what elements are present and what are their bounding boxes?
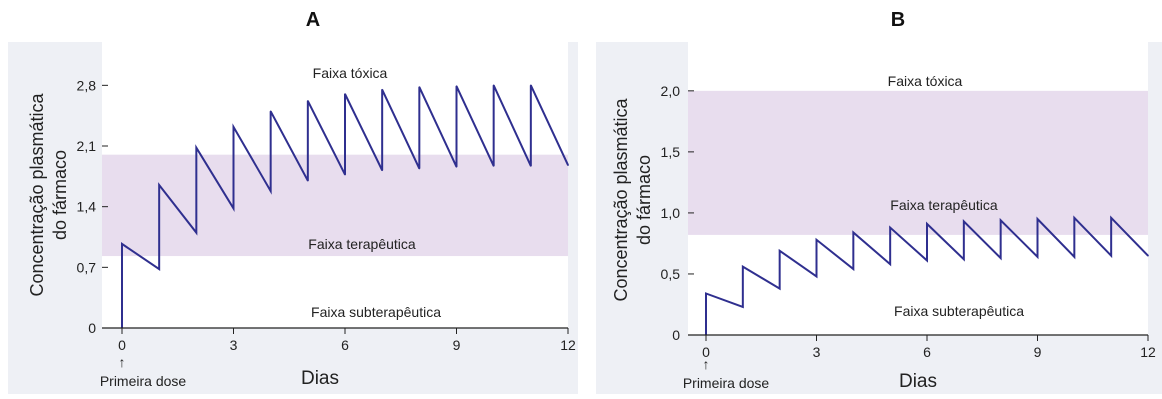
panel-b-subtherapeutic-label: Faixa subterapêutica: [894, 303, 1024, 319]
y-tick-label: 0: [88, 320, 96, 336]
trough-point: [455, 166, 458, 168]
trough-point: [889, 263, 891, 265]
peak-point: [778, 249, 781, 252]
trough-point: [1110, 254, 1112, 257]
trough-point: [1036, 256, 1039, 258]
trough-point: [232, 207, 235, 210]
peak-point: [232, 126, 235, 128]
trough-point: [926, 259, 928, 262]
trough-point: [269, 190, 272, 192]
panel-a-y-axis-label-line2: do fármaco: [50, 150, 70, 240]
peak-point: [195, 146, 198, 149]
y-tick-label: 2,0: [661, 83, 681, 99]
y-tick-label: 0: [672, 327, 680, 343]
panel-a-first-dose-arrow: ↑: [119, 354, 126, 370]
y-tick-label: 0,5: [661, 266, 681, 282]
peak-point: [963, 220, 965, 223]
peak-point: [269, 110, 272, 113]
peak-point: [158, 184, 160, 186]
peak-point: [121, 243, 123, 245]
panel-b-x-axis-label: Dias: [899, 371, 937, 392]
peak-point: [742, 265, 744, 268]
trough-point: [418, 167, 421, 170]
trough-point: [344, 173, 346, 176]
peak-point: [926, 223, 928, 225]
peak-point: [381, 88, 383, 91]
x-tick-label: 0: [702, 344, 710, 360]
panel-a-y-axis-label-line1: Concentração plasmática: [27, 92, 47, 296]
panel-a: A Faixa tóxica Faixa terapêutica Faixa s…: [8, 9, 578, 394]
y-tick-label: 1,0: [661, 205, 681, 221]
trough-point: [492, 165, 495, 167]
panel-a-subtherapeutic-label: Faixa subterapêutica: [311, 304, 441, 320]
panel-b-toxic-label: Faixa tóxica: [888, 73, 963, 89]
panel-b-therapeutic-band: [688, 90, 1148, 235]
trough-point: [381, 169, 383, 172]
trough-point: [307, 179, 309, 182]
x-tick-label: 0: [118, 337, 126, 353]
x-tick-label: 12: [560, 337, 576, 353]
panel-b-therapeutic-label: Faixa terapêutica: [890, 197, 998, 213]
trough-point: [999, 257, 1002, 259]
x-tick-label: 6: [923, 344, 931, 360]
peak-point: [492, 84, 495, 87]
panel-b-y-axis-label-line2: do fármaco: [634, 155, 654, 245]
panel-a-toxic-label: Faixa tóxica: [313, 65, 388, 81]
peak-point: [530, 84, 532, 87]
trough-point: [742, 306, 744, 308]
panel-b-first-dose-arrow: ↑: [703, 356, 710, 372]
panel-b-label: B: [891, 9, 905, 31]
peak-point: [705, 292, 707, 295]
x-tick-label: 12: [1140, 344, 1156, 360]
panel-b-first-dose-label: Primeira dose: [683, 375, 770, 391]
trough-point: [1073, 256, 1076, 258]
y-tick-label: 0,7: [77, 259, 97, 275]
x-tick-label: 3: [813, 344, 821, 360]
x-tick-label: 9: [453, 337, 461, 353]
panel-a-first-dose-label: Primeira dose: [100, 373, 187, 389]
panel-b-y-axis-label-line1: Concentração plasmática: [611, 97, 631, 301]
panel-b-x-ticks: 0 3 6 9 12: [702, 335, 1156, 360]
trough-point: [1147, 254, 1149, 257]
panel-a-label: A: [306, 9, 320, 31]
y-tick-label: 1,4: [77, 199, 97, 215]
peak-point: [1036, 218, 1039, 220]
peak-point: [999, 219, 1002, 222]
trough-point: [815, 275, 818, 278]
trough-point: [158, 268, 160, 270]
trough-point: [195, 231, 198, 234]
trough-point: [778, 287, 781, 290]
x-tick-label: 6: [341, 337, 349, 353]
peak-point: [815, 238, 818, 241]
peak-point: [418, 86, 421, 88]
peak-point: [889, 226, 891, 229]
trough-point: [852, 268, 855, 270]
peak-point: [344, 93, 346, 95]
peak-point: [455, 85, 458, 87]
panel-a-therapeutic-band: [102, 154, 568, 257]
y-tick-label: 2,8: [77, 77, 97, 93]
panel-a-x-axis-label: Dias: [301, 368, 339, 389]
y-tick-label: 1,5: [661, 144, 681, 160]
trough-point: [530, 165, 532, 167]
panel-a-x-ticks: 0 3 6 9 12: [118, 328, 576, 353]
panel-a-y-ticks: 0 0,7 1,4 2,1 2,8: [77, 77, 108, 336]
peak-point: [1110, 217, 1112, 219]
panel-b: B Faixa tóxica Faixa terapêutica Faixa s…: [596, 9, 1162, 394]
panel-a-therapeutic-label: Faixa terapêutica: [308, 236, 416, 252]
x-tick-label: 3: [230, 337, 238, 353]
peak-point: [1073, 217, 1076, 219]
trough-point: [567, 164, 569, 166]
peak-point: [852, 231, 855, 234]
trough-point: [963, 258, 965, 261]
peak-point: [307, 100, 309, 102]
x-tick-label: 9: [1034, 344, 1042, 360]
y-tick-label: 2,1: [77, 138, 97, 154]
